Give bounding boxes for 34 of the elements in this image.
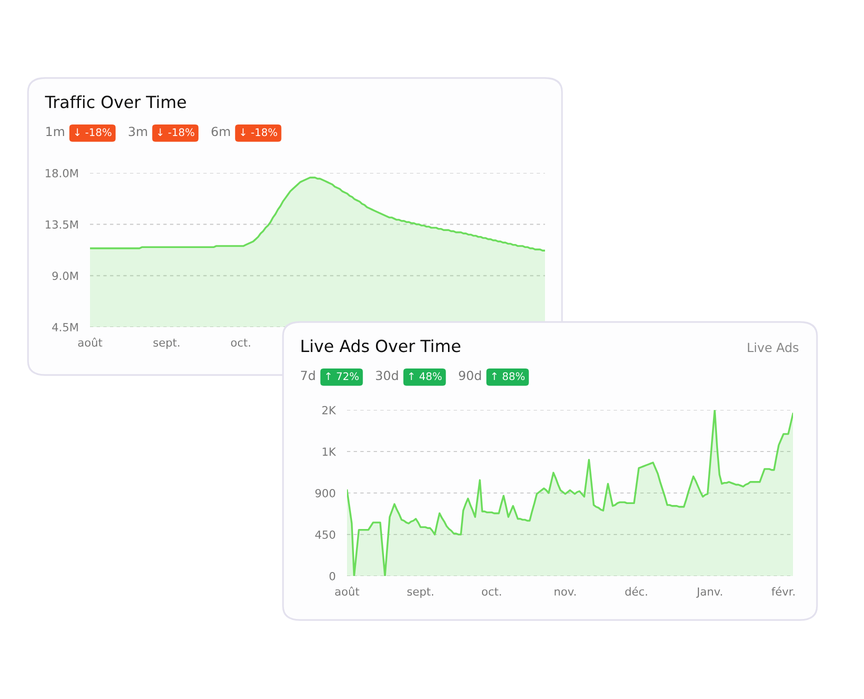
x-tick-label: févr. <box>772 586 795 596</box>
x-tick-label: août <box>335 586 360 596</box>
y-tick-label: 900 <box>315 488 336 498</box>
y-tick-label: 18.0M <box>46 168 78 178</box>
y-tick-label: 0 <box>330 572 336 580</box>
text: ↑ 88% <box>492 372 525 380</box>
y-tick-label: 4.5M <box>52 323 78 332</box>
text: 1m <box>46 126 64 136</box>
text: Live Ads <box>748 342 798 352</box>
text: 6m <box>212 126 230 136</box>
y-tick-label: 9.0M <box>52 272 78 280</box>
text: ↓ -18% <box>158 128 194 136</box>
y-tick-label: 450 <box>315 530 336 539</box>
x-tick-label: août <box>78 338 102 347</box>
text: 90d <box>458 370 481 380</box>
x-tick-label: oct. <box>482 588 501 596</box>
x-tick-label: sept. <box>153 338 180 349</box>
x-tick-label: oct. <box>231 338 250 347</box>
text: ↓ -18% <box>75 128 112 136</box>
text: 7d <box>301 370 315 380</box>
text: 30d <box>376 370 398 380</box>
x-tick-label: sept. <box>407 588 434 598</box>
y-tick-label: 1K <box>322 448 336 456</box>
text: ↓ -18% <box>240 128 278 136</box>
text: 3m <box>128 126 147 136</box>
y-tick-label: 2K <box>322 406 336 414</box>
text: ↑ 72% <box>326 372 359 380</box>
y-tick-label: 13.5M <box>46 220 78 229</box>
text: ↑ 48% <box>409 372 442 380</box>
chart-title: Traffic Over Time <box>44 95 186 108</box>
x-tick-label: nov. <box>554 589 576 596</box>
chart-title: Live Ads Over Time <box>302 339 460 352</box>
x-tick-label: Janv. <box>696 587 722 598</box>
x-tick-label: déc. <box>625 586 647 596</box>
